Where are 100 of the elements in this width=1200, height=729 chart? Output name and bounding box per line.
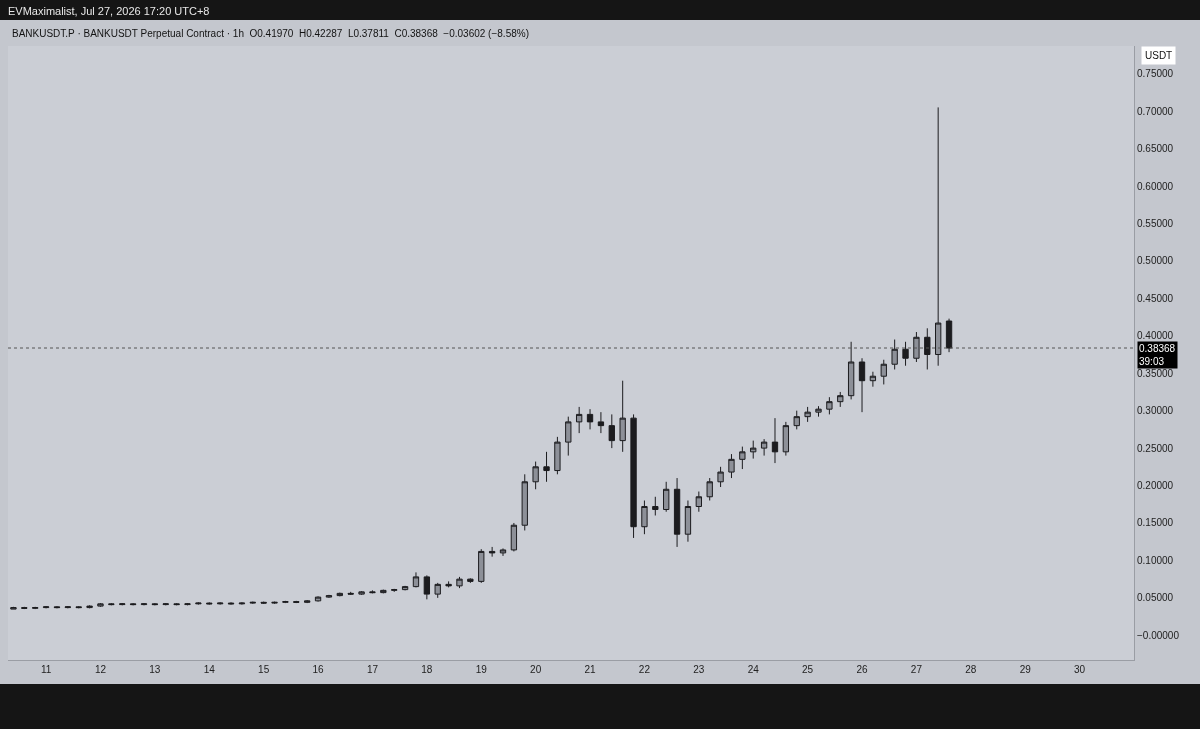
candlestick [173,602,180,606]
candlestick [891,339,898,370]
y-tick-label: 0.75000 [1137,68,1174,80]
chart-title: BANKUSDT.P · BANKUSDT Perpetual Contract · 1h O0.41970 H0.42287 L0.37811 C0.38368 −0.03602 (−8.58%) [12,27,529,39]
x-tick-label: 30 [1074,664,1086,675]
candlestick [793,410,800,430]
candlestick [347,591,354,596]
candlestick [53,605,61,609]
candlestick [532,461,539,490]
candlestick [760,438,768,457]
text: USDT [1145,50,1173,61]
x-tick-label: 22 [638,664,651,675]
candlestick [369,589,376,594]
y-tick-label: 0.20000 [1137,480,1174,492]
candlestick [782,421,790,457]
x-tick-label: 17 [366,664,379,675]
candlestick [21,606,28,610]
candlestick [673,477,681,548]
x-tick-label: 25 [802,664,814,675]
candlestick [750,440,757,460]
candlestick [543,451,550,483]
x-tick-label: 27 [910,664,923,675]
candlestick [358,590,365,596]
candlestick [467,577,474,584]
candlestick [227,601,235,606]
y-tick-label: 0.05000 [1137,592,1174,604]
x-tick-label: 11 [40,664,52,675]
candlestick [837,391,844,408]
candlestick [880,359,887,385]
candlestick [858,357,866,413]
candlestick [314,595,322,603]
candlestick [706,477,713,502]
x-tick-label: 12 [94,664,107,675]
candlestick [412,571,420,588]
candlestick [586,408,594,430]
candlestick [597,411,605,434]
candlestick [304,599,311,604]
candlestick [575,406,583,434]
candlestick [129,602,137,606]
candlestick [804,406,811,423]
candlestick [826,396,833,415]
y-tick-label: 0.45000 [1137,292,1174,304]
candlestick [499,547,507,557]
candlestick [249,601,256,605]
candlestick [325,594,333,599]
candlestick [423,574,431,600]
candlestick [195,601,202,606]
candlestick [216,601,224,606]
y-tick-label: 0.30000 [1137,405,1174,417]
candlestick [945,318,953,353]
candlestick [924,327,931,370]
candlestick [282,600,289,604]
candlestick [510,522,518,552]
candlestick [391,588,398,593]
x-tick-label: 18 [421,664,433,675]
candlestick [271,601,278,605]
x-tick-label: 24 [747,664,760,675]
y-tick-label: 0.15000 [1137,517,1174,529]
candlestick [630,413,637,539]
y-tick-label: 0.35000 [1137,367,1174,379]
candlestick [293,600,300,604]
candlestick [684,500,692,543]
candlestick [619,380,626,453]
candlestick [652,496,659,516]
candlestick [488,546,496,558]
candlestick [42,605,50,609]
x-tick-label: 21 [584,664,597,675]
candlestick [739,446,746,470]
candlestick [206,601,213,606]
candlestick [717,466,724,488]
y-tick-label: 0.40000 [1137,330,1174,342]
candlestick [32,606,39,610]
candlestick [97,602,104,608]
x-tick-label: 14 [203,664,216,675]
y-tick-label: 0.25000 [1137,442,1174,454]
y-tick-label: 0.50000 [1137,255,1174,267]
candlestick [434,582,441,599]
x-tick-label: 16 [312,664,325,675]
candlestick [260,601,267,605]
candlestick [641,500,648,535]
candlestick [695,491,702,513]
y-tick-label: 0.55000 [1137,217,1174,229]
y-tick-label: 0.70000 [1137,105,1174,117]
candlestick [10,606,17,610]
candlestick [445,580,452,588]
candlestick [869,371,877,388]
candlestick [478,548,485,584]
x-tick-label: 23 [693,664,705,675]
candlestick [913,331,920,363]
candlestick [771,417,779,464]
y-tick-label: 0.65000 [1137,143,1174,155]
candlestick [456,576,463,589]
chart-subtitle: EVMaximalist, Jul 27, 2026 17:20 UTC+8 [8,5,210,17]
candlestick [151,602,159,606]
candlestick [554,436,561,475]
candlestick [64,605,71,609]
text: 39:03 [1139,356,1165,367]
candlestick [935,106,942,367]
candlestick [380,589,387,594]
candlestick [119,602,126,606]
